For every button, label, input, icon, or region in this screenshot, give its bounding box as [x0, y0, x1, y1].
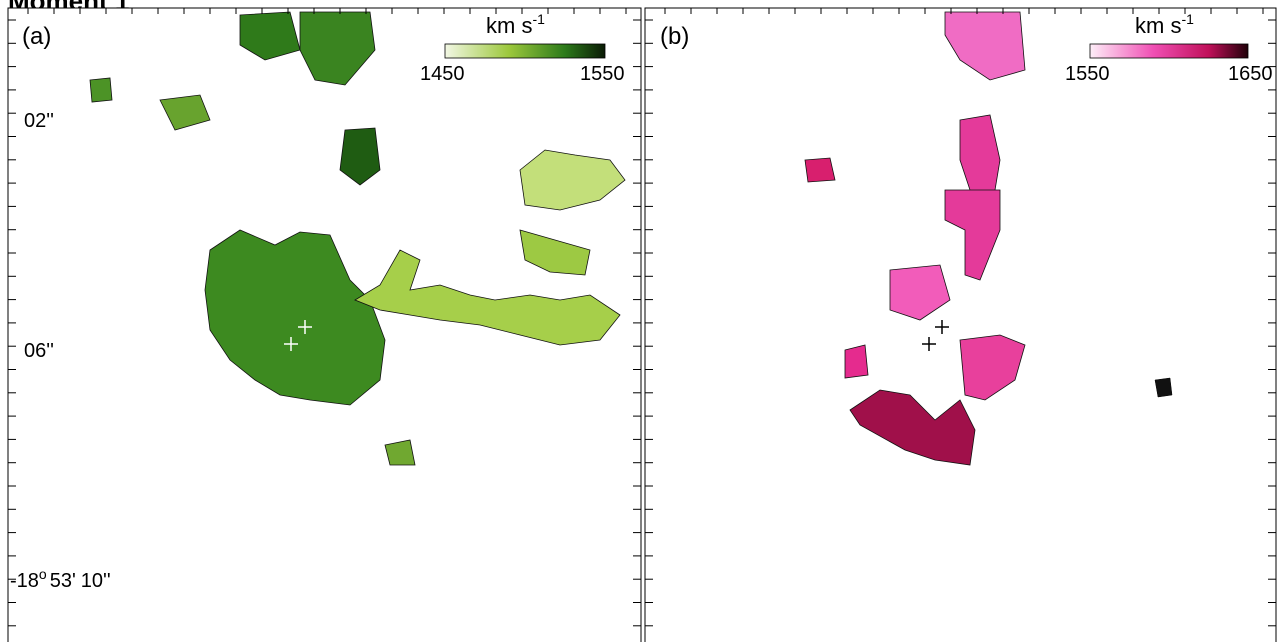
- dec-deg-mark: o: [39, 566, 47, 582]
- colorbar-max: 1650: [1228, 63, 1273, 85]
- dec-sec: 10'': [81, 570, 111, 592]
- dec-deg: -18: [10, 570, 39, 592]
- colorbar-min: 1550: [1065, 63, 1110, 85]
- panel-label: (b): [660, 23, 689, 50]
- figure: Moment 1 (a) km s-1 1450 1550 02'' 06'' …: [0, 0, 1278, 642]
- panel-b: (b) km s-1 1550 1650: [645, 8, 1276, 642]
- unit: km s: [486, 13, 532, 38]
- y-label: 06'': [24, 340, 54, 362]
- colorbar-min: 1450: [420, 63, 465, 85]
- panel-label: (a): [22, 23, 51, 50]
- unit-exp: -1: [532, 11, 545, 27]
- colorbar-max: 1550: [580, 63, 625, 85]
- unit-exp: -1: [1181, 11, 1194, 27]
- unit: km s: [1135, 13, 1181, 38]
- y-label: 02'': [24, 110, 54, 132]
- dec-min: 53': [50, 570, 76, 592]
